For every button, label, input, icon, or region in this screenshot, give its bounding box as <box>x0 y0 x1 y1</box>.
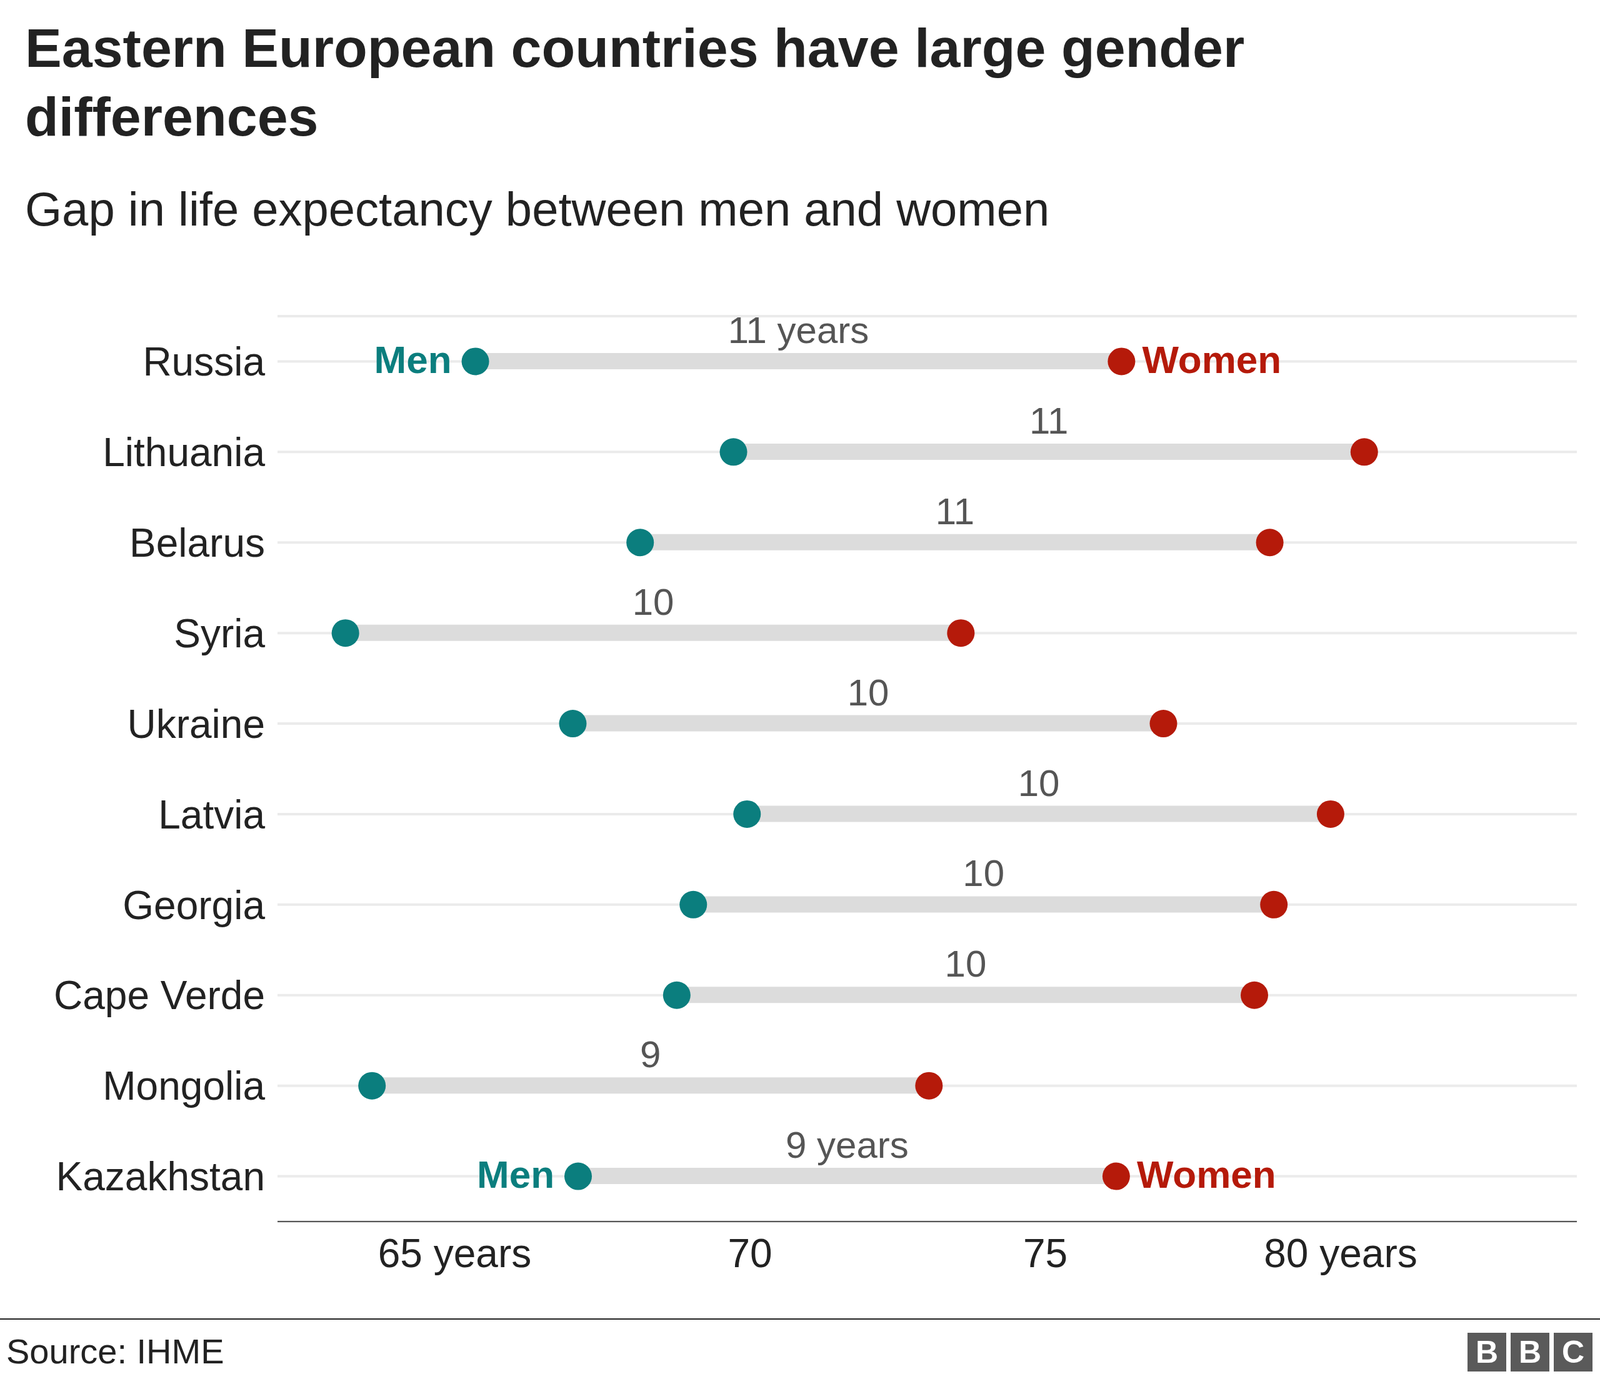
svg-text:11: 11 <box>1029 400 1069 442</box>
svg-text:10: 10 <box>632 581 675 624</box>
svg-text:65 years: 65 years <box>378 1231 532 1277</box>
svg-text:Mongolia: Mongolia <box>102 1063 265 1109</box>
svg-text:Cape Verde: Cape Verde <box>53 973 265 1019</box>
svg-text:9: 9 <box>640 1033 661 1076</box>
html-text:B: B <box>1518 1335 1542 1370</box>
svg-text:Women: Women <box>1141 338 1282 382</box>
html-text:Source: IHME: Source: IHME <box>6 1331 225 1372</box>
svg-text:11: 11 <box>935 490 975 533</box>
svg-text:Georgia: Georgia <box>122 883 265 929</box>
svg-text:Men: Men <box>476 1153 555 1197</box>
svg-text:Ukraine: Ukraine <box>126 701 265 747</box>
svg-text:Belarus: Belarus <box>129 520 265 566</box>
svg-text:Russia: Russia <box>142 339 265 385</box>
svg-text:Latvia: Latvia <box>158 792 265 838</box>
svg-text:Kazakhstan: Kazakhstan <box>56 1154 265 1200</box>
html-text:Gap in life expectancy between: Gap in life expectancy between men and w… <box>25 182 1050 236</box>
html-text:C: C <box>1561 1335 1585 1370</box>
svg-text:Lithuania: Lithuania <box>102 430 265 475</box>
svg-text:10: 10 <box>847 671 890 714</box>
svg-text:10: 10 <box>945 943 987 985</box>
svg-text:75: 75 <box>1023 1231 1068 1277</box>
html-text:B: B <box>1475 1335 1499 1370</box>
svg-text:11 years: 11 years <box>728 309 870 352</box>
svg-text:9 years: 9 years <box>785 1124 909 1167</box>
svg-text:Syria: Syria <box>173 611 265 657</box>
html-text:Eastern European countries hav: Eastern European countries have large ge… <box>25 16 1245 148</box>
svg-text:10: 10 <box>962 852 1005 895</box>
svg-text:Women: Women <box>1136 1153 1277 1197</box>
svg-text:Men: Men <box>374 338 452 382</box>
svg-text:10: 10 <box>1018 762 1060 805</box>
svg-text:70: 70 <box>727 1231 772 1277</box>
svg-text:80 years: 80 years <box>1263 1231 1417 1277</box>
